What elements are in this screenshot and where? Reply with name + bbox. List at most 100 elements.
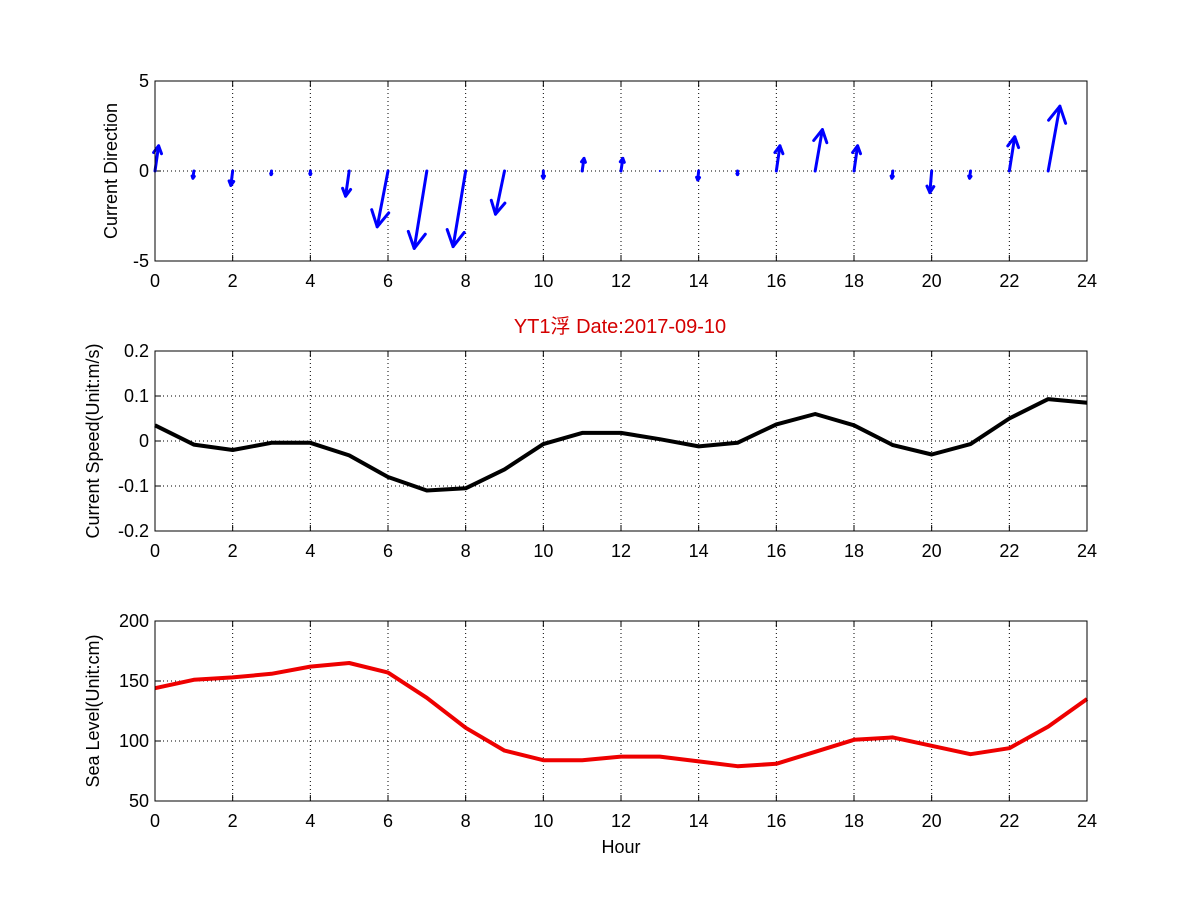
current-direction-arrow-shaft <box>928 169 934 195</box>
current-speed-x-tick-label: 12 <box>611 541 631 561</box>
current-direction-x-tick-label: 18 <box>844 271 864 291</box>
current-direction-arrow-shaft <box>375 169 390 229</box>
current-direction-x-tick-label: 2 <box>228 271 238 291</box>
current-direction-arrow-head <box>851 144 862 156</box>
current-speed-x-tick-label: 10 <box>533 541 553 561</box>
current-direction-arrow <box>695 169 701 182</box>
current-speed-y-tick-label: -0.2 <box>118 521 149 541</box>
current-direction-arrow-head <box>925 184 936 195</box>
current-direction-arrow <box>540 169 546 180</box>
current-direction-arrow-head <box>1006 135 1021 150</box>
sea-level-y-axis-label: Sea Level(Unit:cm) <box>83 634 103 787</box>
current-speed-x-tick-label: 24 <box>1077 541 1097 561</box>
current-direction-arrow-head <box>735 172 740 177</box>
sea-level-x-tick-label: 2 <box>228 811 238 831</box>
current-direction-arrow-shaft <box>1007 135 1017 173</box>
current-speed-y-axis-label: Current Speed(Unit:m/s) <box>83 343 103 538</box>
current-direction-arrow-shaft <box>813 128 824 173</box>
sea-level-y-tick-label: 50 <box>129 791 149 811</box>
current-speed-y-tick-label: -0.1 <box>118 476 149 496</box>
sea-level-x-tick-label: 14 <box>689 811 709 831</box>
current-direction-arrow-shaft <box>153 144 161 173</box>
sea-level-series-line <box>154 661 1089 769</box>
sea-level-y-tick-label: 200 <box>119 611 149 631</box>
current-direction-x-tick-label: 24 <box>1077 271 1097 291</box>
current-direction-y-tick-label: 0 <box>139 161 149 181</box>
current-speed-panel: 0 2 4 6 8 10 12 14 16 18 20 22 24-0.2-0.100.10.2Curr… <box>83 341 1097 561</box>
current-direction-arrow-head <box>406 229 427 250</box>
current-direction-arrow <box>406 169 429 250</box>
current-direction-arrow-shaft <box>1046 104 1062 173</box>
current-direction-arrow-head <box>445 228 466 249</box>
current-direction-arrow <box>812 128 829 173</box>
sea-level-x-tick-label: 16 <box>766 811 786 831</box>
current-direction-y-tick-label: -5 <box>133 251 149 271</box>
current-direction-arrow-head <box>540 174 546 180</box>
current-direction-arrow-head <box>341 186 353 198</box>
current-speed-axes-frame <box>154 350 1088 532</box>
current-direction-x-tick-label: 20 <box>922 271 942 291</box>
current-direction-arrow <box>889 169 895 180</box>
current-direction-arrow-head <box>190 174 196 180</box>
current-speed-x-tick-label: 4 <box>305 541 315 561</box>
sea-level-x-tick-label: 10 <box>533 811 553 831</box>
current-direction-arrow <box>925 169 936 195</box>
current-direction-arrow-head <box>308 172 313 177</box>
current-direction-arrow-head <box>269 172 274 177</box>
current-direction-arrow-head <box>889 174 895 180</box>
current-direction-arrow-shaft <box>774 144 782 173</box>
sea-level-y-tick-label: 100 <box>119 731 149 751</box>
current-direction-arrow <box>580 156 587 173</box>
sea-level-plot-area <box>155 621 1087 801</box>
current-speed-x-tick-label: 16 <box>766 541 786 561</box>
current-direction-arrow <box>341 169 353 198</box>
current-direction-arrow-head <box>370 208 391 229</box>
sea-level-x-tick-label: 6 <box>383 811 393 831</box>
current-direction-arrow-head <box>695 175 701 182</box>
current-speed-y-tick-label: 0.1 <box>124 386 149 406</box>
current-direction-arrow-head <box>967 174 973 180</box>
current-direction-arrow <box>445 169 468 249</box>
sea-level-x-tick-label: 24 <box>1077 811 1097 831</box>
current-direction-arrow-head <box>618 156 626 164</box>
current-direction-arrow <box>851 144 862 173</box>
sea-level-y-tick-label: 150 <box>119 671 149 691</box>
current-direction-arrow-head <box>227 179 236 187</box>
current-speed-x-tick-label: 14 <box>689 541 709 561</box>
current-direction-x-tick-label: 0 <box>150 271 160 291</box>
current-direction-x-tick-label: 14 <box>689 271 709 291</box>
current-direction-arrow <box>489 169 507 216</box>
current-speed-y-tick-label: 0 <box>139 431 149 451</box>
sea-level-x-tick-label: 22 <box>999 811 1019 831</box>
current-speed-series-line <box>154 397 1088 493</box>
current-direction-arrow-head <box>1047 104 1068 125</box>
current-direction-arrow-head <box>812 128 829 145</box>
sea-level-x-tick-label: 12 <box>611 811 631 831</box>
sea-level-x-tick-label: 18 <box>844 811 864 831</box>
sea-level-x-tick-label: 20 <box>922 811 942 831</box>
current-direction-x-tick-label: 12 <box>611 271 631 291</box>
current-speed-x-tick-label: 18 <box>844 541 864 561</box>
sea-level-x-tick-label: 8 <box>461 811 471 831</box>
figure-title: YT1浮 Date:2017-09-10 <box>514 315 726 338</box>
current-speed-x-tick-label: 20 <box>922 541 942 561</box>
current-direction-arrow-shaft <box>494 169 506 216</box>
current-direction-arrow <box>773 144 785 173</box>
current-direction-arrow <box>190 169 196 180</box>
current-direction-arrow <box>1046 104 1068 173</box>
current-direction-arrow-head <box>773 144 785 156</box>
current-direction-arrow-shaft <box>344 169 351 198</box>
current-speed-x-tick-label: 8 <box>461 541 471 561</box>
current-direction-x-tick-label: 6 <box>383 271 393 291</box>
current-speed-x-tick-label: 6 <box>383 541 393 561</box>
current-direction-arrow <box>269 169 274 177</box>
current-direction-x-tick-label: 8 <box>461 271 471 291</box>
current-direction-x-tick-label: 22 <box>999 271 1019 291</box>
current-direction-y-tick-label: 5 <box>139 71 149 91</box>
current-direction-arrow-shaft <box>852 144 860 173</box>
current-direction-arrow-shaft <box>451 169 468 249</box>
current-direction-arrow <box>227 169 236 187</box>
